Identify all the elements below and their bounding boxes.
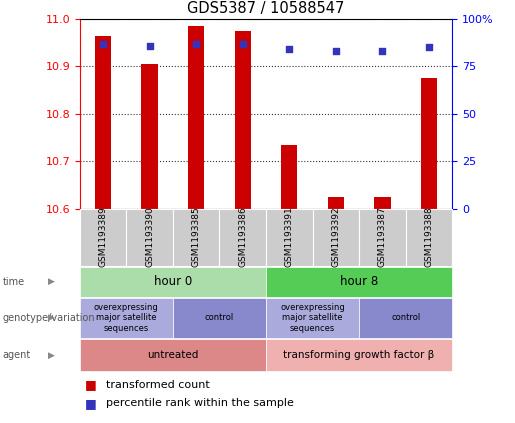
Bar [374,197,390,209]
Text: GSM1193387: GSM1193387 [378,207,387,267]
Text: ▶: ▶ [48,277,55,286]
Text: time: time [3,277,25,287]
Text: GSM1193389: GSM1193389 [98,207,108,267]
Text: overexpressing
major satellite
sequences: overexpressing major satellite sequences [280,303,345,333]
Bar [234,31,251,209]
Point [238,40,247,47]
Text: transformed count: transformed count [106,380,209,390]
Text: GSM1193391: GSM1193391 [285,207,294,267]
Bar [421,78,437,209]
Bar [281,145,298,209]
Bar [142,64,158,209]
Text: transforming growth factor β: transforming growth factor β [283,350,435,360]
Bar [188,26,204,209]
Title: GDS5387 / 10588547: GDS5387 / 10588547 [187,1,345,16]
Text: agent: agent [3,350,31,360]
Text: ▶: ▶ [48,351,55,360]
Text: GSM1193390: GSM1193390 [145,207,154,267]
Text: hour 8: hour 8 [340,275,378,288]
Point [332,48,340,55]
Text: percentile rank within the sample: percentile rank within the sample [106,398,294,408]
Bar [328,197,344,209]
Text: ▶: ▶ [48,313,55,322]
Text: ■: ■ [85,379,97,391]
Text: overexpressing
major satellite
sequences: overexpressing major satellite sequences [94,303,159,333]
Text: hour 0: hour 0 [154,275,192,288]
Text: ■: ■ [85,397,97,409]
Text: genotype/variation: genotype/variation [3,313,95,323]
Text: GSM1193386: GSM1193386 [238,207,247,267]
Text: control: control [391,313,420,322]
Bar [95,36,111,209]
Point [378,48,386,55]
Point [192,40,200,47]
Point [285,46,294,53]
Text: GSM1193388: GSM1193388 [424,207,434,267]
Text: GSM1193392: GSM1193392 [331,207,340,267]
Point [146,42,154,49]
Text: untreated: untreated [147,350,199,360]
Text: GSM1193385: GSM1193385 [192,207,201,267]
Text: control: control [205,313,234,322]
Point [99,40,107,47]
Point [425,44,433,51]
